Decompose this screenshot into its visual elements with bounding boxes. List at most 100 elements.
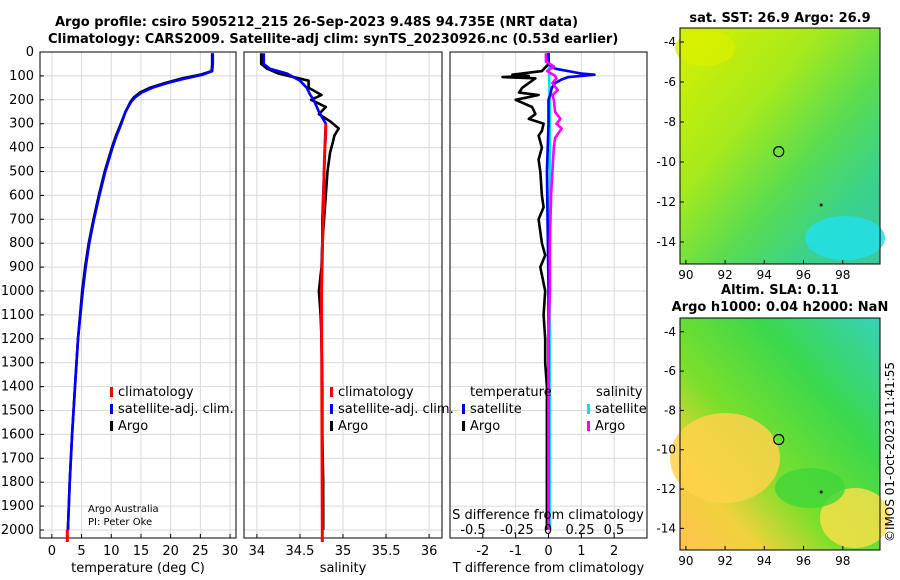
- sst_map-island-dot: [819, 203, 823, 207]
- sst-warm-patch: [805, 216, 885, 260]
- depth-ytick-label: 800: [9, 236, 34, 251]
- difference-legend-salinity-label: Argo: [595, 419, 625, 434]
- depth-ytick-label: 300: [9, 117, 34, 132]
- difference-s-tick-label: 0.25: [566, 523, 595, 538]
- difference-series-salinity-argo: [544, 53, 563, 530]
- depth-ytick-label: 1100: [1, 308, 34, 323]
- salinity-series-climatology: [320, 123, 328, 542]
- depth-ytick-label: 100: [9, 69, 34, 84]
- sla_map-xtick-label: 96: [796, 554, 811, 568]
- temperature-legend-swatch: [110, 404, 113, 414]
- salinity-legend-label: Argo: [338, 419, 368, 434]
- sla_map-ytick-label: -14: [656, 521, 676, 535]
- sst_map-ytick-label: -14: [656, 235, 676, 249]
- temperature-xtick-label: 5: [77, 544, 85, 559]
- salinity-xtick-label: 36: [421, 544, 438, 559]
- depth-ytick-label: 900: [9, 260, 34, 275]
- difference-legend-temperature-label: Argo: [470, 419, 500, 434]
- credit-argo-australia: Argo Australia: [88, 504, 159, 515]
- difference-legend-temperature-swatch: [462, 421, 465, 431]
- difference-s-tick-label: 0: [544, 523, 552, 538]
- sla_map-title: Argo h1000: 0.04 h2000: NaN: [672, 300, 889, 315]
- temperature-legend-label: satellite-adj. clim.: [118, 402, 234, 417]
- salinity-xlabel: salinity: [320, 561, 367, 576]
- temperature-series-satellite-adj-clim-: [66, 53, 215, 531]
- sla-green-patch: [775, 468, 845, 508]
- credit-pi: PI: Peter Oke: [88, 517, 152, 528]
- temperature-xtick-label: 10: [103, 544, 120, 559]
- sla_map-frame: [679, 317, 881, 551]
- depth-ytick-label: 700: [9, 212, 34, 227]
- sst_map-ytick-label: -4: [664, 35, 676, 49]
- sst_map-ytick-label: -10: [656, 155, 676, 169]
- sst_map-float-marker: [773, 146, 785, 158]
- sst-yellow-patch: [675, 30, 735, 66]
- difference-xtick-label: -1: [509, 544, 522, 559]
- sst_map-xtick-label: 90: [678, 268, 693, 282]
- sla_map-ytick-label: -12: [656, 482, 676, 496]
- difference-legend-temperature-title: temperature: [470, 385, 552, 400]
- temperature-legend-label: climatology: [118, 385, 194, 400]
- temperature-xtick-label: 0: [48, 544, 56, 559]
- difference-legend-salinity-title: salinity: [596, 385, 643, 400]
- difference-s-axis-label: S difference from climatology: [452, 508, 644, 523]
- sla_map-ytick-label: -6: [664, 364, 676, 378]
- temperature-legend-label: Argo: [118, 419, 148, 434]
- sla_map-title: Altim. SLA: 0.11: [721, 283, 839, 298]
- temperature-legend-swatch: [110, 387, 113, 397]
- depth-ytick-label: 1300: [1, 356, 34, 371]
- sla_map-ytick-label: -4: [664, 325, 676, 339]
- temperature-xtick-label: 20: [162, 544, 179, 559]
- depth-ytick-label: 0: [26, 45, 34, 60]
- salinity-xtick-label: 34: [249, 544, 266, 559]
- figure-title-line2: Climatology: CARS2009. Satellite-adj cli…: [48, 32, 619, 47]
- temperature-legend-swatch: [110, 421, 113, 431]
- temperature-axes-frame: [39, 51, 237, 539]
- temperature-xtick-label: 15: [133, 544, 150, 559]
- temperature-xtick-label: 25: [192, 544, 209, 559]
- depth-ytick-label: 1700: [1, 451, 34, 466]
- salinity-legend-label: satellite-adj. clim.: [338, 402, 454, 417]
- difference-s-tick-label: -0.5: [460, 523, 485, 538]
- depth-ytick-label: 400: [9, 141, 34, 156]
- difference-legend-salinity-swatch: [587, 421, 590, 431]
- temperature-xlabel: temperature (deg C): [71, 561, 205, 576]
- sst_map-xtick-label: 96: [796, 268, 811, 282]
- difference-legend-temperature-swatch: [462, 404, 465, 414]
- sla_map-float-marker: [773, 433, 785, 446]
- sst_map-ytick-label: -8: [664, 115, 676, 129]
- salinity-legend-label: climatology: [338, 385, 414, 400]
- depth-ytick-label: 600: [9, 188, 34, 203]
- difference-s-tick-label: -0.25: [500, 523, 534, 538]
- salinity-xtick-label: 35: [335, 544, 352, 559]
- difference-legend-temperature-label: satellite: [470, 402, 522, 417]
- depth-ytick-label: 1600: [1, 427, 34, 442]
- sla_map-xtick-label: 94: [757, 554, 772, 568]
- salinity-xtick-label: 34.5: [285, 544, 314, 559]
- difference-xtick-label: 1: [577, 544, 585, 559]
- salinity-legend-swatch: [330, 421, 333, 431]
- depth-ytick-label: 1900: [1, 499, 34, 514]
- sla-high-patch: [670, 413, 780, 503]
- sst_map-xtick-label: 92: [717, 268, 732, 282]
- sst_map-ytick-label: -12: [656, 195, 676, 209]
- temperature-xtick-label: 30: [222, 544, 239, 559]
- sla-high-patch: [820, 488, 890, 548]
- sla_map-xtick-label: 98: [835, 554, 850, 568]
- sst_map-title: sat. SST: 26.9 Argo: 26.9: [689, 11, 870, 26]
- difference-xtick-label: 0: [544, 544, 552, 559]
- depth-ytick-label: 2000: [1, 523, 34, 538]
- difference-xtick-label: -2: [476, 544, 489, 559]
- depth-ytick-label: 1400: [1, 380, 34, 395]
- salinity-xtick-label: 35.5: [372, 544, 401, 559]
- depth-ytick-label: 1200: [1, 332, 34, 347]
- sla_map-ytick-label: -10: [656, 443, 676, 457]
- sla_map-xtick-label: 90: [678, 554, 693, 568]
- figure-title-line1: Argo profile: csiro 5905212_215 26-Sep-2…: [55, 15, 579, 30]
- salinity-legend-swatch: [330, 404, 333, 414]
- depth-ytick-label: 1500: [1, 404, 34, 419]
- difference-legend-salinity-swatch: [587, 404, 590, 414]
- sst_map-frame: [679, 27, 881, 265]
- difference-series-temperature-argo: [501, 53, 550, 530]
